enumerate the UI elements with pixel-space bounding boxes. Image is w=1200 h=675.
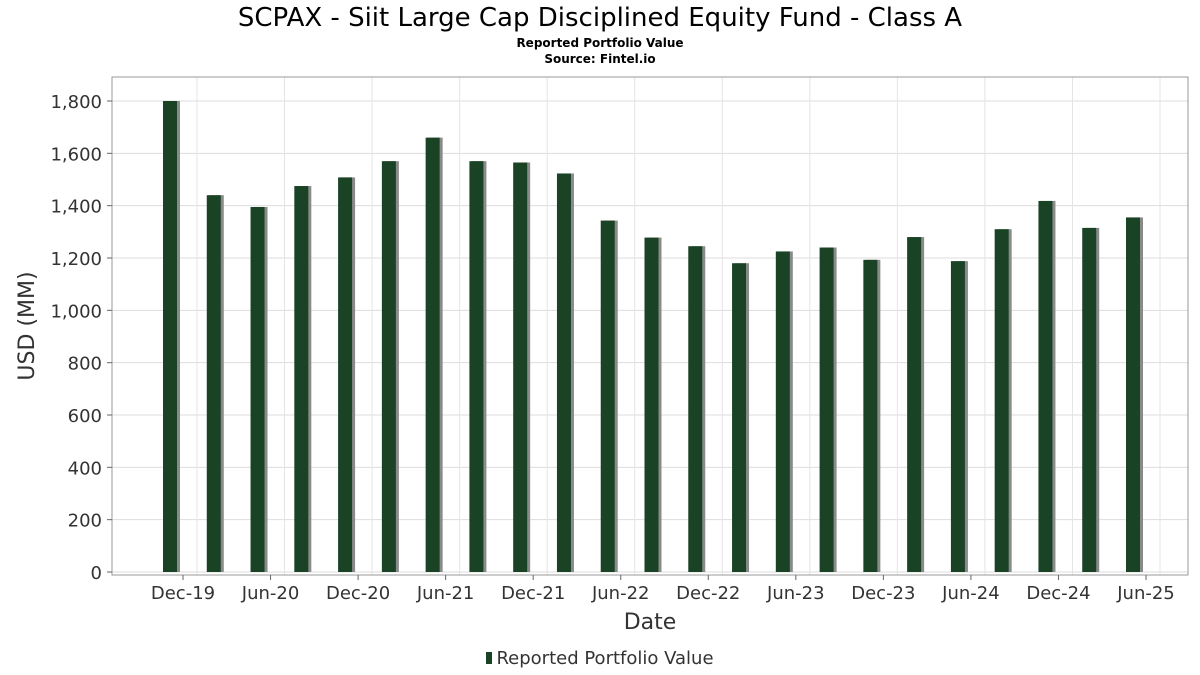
y-tick-label: 400 — [68, 458, 102, 479]
bar — [775, 251, 790, 573]
y-axis-label: USD (MM) — [15, 271, 40, 380]
x-tick-label: Dec-23 — [851, 583, 915, 604]
bar — [556, 173, 571, 572]
y-tick-label: 1,000 — [50, 301, 102, 322]
x-tick-label: Jun-24 — [941, 583, 1000, 604]
y-tick-label: 1,400 — [50, 197, 102, 218]
y-tick-label: 1,800 — [50, 92, 102, 113]
bar — [338, 177, 353, 572]
bar — [381, 161, 396, 572]
bar — [1126, 217, 1140, 573]
x-tick-label: Jun-20 — [241, 583, 300, 604]
x-tick-label: Dec-20 — [326, 583, 390, 604]
legend: Reported Portfolio Value — [0, 648, 1200, 670]
bar — [688, 246, 703, 572]
legend-swatch — [486, 652, 493, 664]
y-tick-label: 1,200 — [50, 249, 102, 270]
bar — [994, 229, 1009, 572]
bar — [425, 137, 440, 572]
y-tick-label: 0 — [91, 563, 102, 584]
bar — [469, 161, 484, 572]
x-axis: Dec-19 Jun-20 Dec-20 Jun-21 Dec-21 Jun-22 Dec-… — [112, 574, 1188, 604]
x-tick-label: Dec-24 — [1026, 583, 1090, 604]
x-tick-label: Dec-22 — [676, 583, 740, 604]
y-tick-label: 800 — [68, 354, 102, 375]
bar — [732, 263, 747, 572]
bars — [163, 101, 1143, 573]
y-tick-label: 200 — [68, 511, 102, 532]
chart-subtitle: Reported Portfolio Value — [516, 36, 684, 50]
bar — [907, 237, 922, 573]
bar — [513, 162, 528, 572]
y-tick-label: 600 — [68, 406, 102, 427]
bar — [250, 206, 265, 572]
x-axis-label: Date — [624, 610, 677, 635]
y-axis: 0 200 400 600 800 1,000 1,200 1,400 1,600 1,800 — [50, 92, 112, 584]
y-tick-label: 1,600 — [50, 144, 102, 165]
bar — [206, 195, 221, 572]
bar — [294, 186, 309, 572]
x-tick-label: Dec-19 — [151, 583, 215, 604]
bar — [819, 247, 834, 573]
chart-title: SCPAX - Siit Large Cap Disciplined Equit… — [237, 3, 963, 33]
legend-label: Reported Portfolio Value — [496, 648, 714, 669]
bar — [950, 261, 965, 572]
bar — [600, 220, 615, 572]
bar — [1038, 200, 1053, 572]
x-tick-label: Jun-25 — [1116, 583, 1175, 604]
bar — [863, 259, 878, 572]
x-tick-label: Dec-21 — [501, 583, 565, 604]
bar — [644, 237, 659, 572]
bar — [163, 101, 177, 572]
x-tick-label: Jun-22 — [591, 583, 650, 604]
x-tick-label: Jun-23 — [766, 583, 825, 604]
bar — [1082, 227, 1097, 573]
x-tick-label: Jun-21 — [416, 583, 475, 604]
chart-source: Source: Fintel.io — [544, 52, 656, 66]
